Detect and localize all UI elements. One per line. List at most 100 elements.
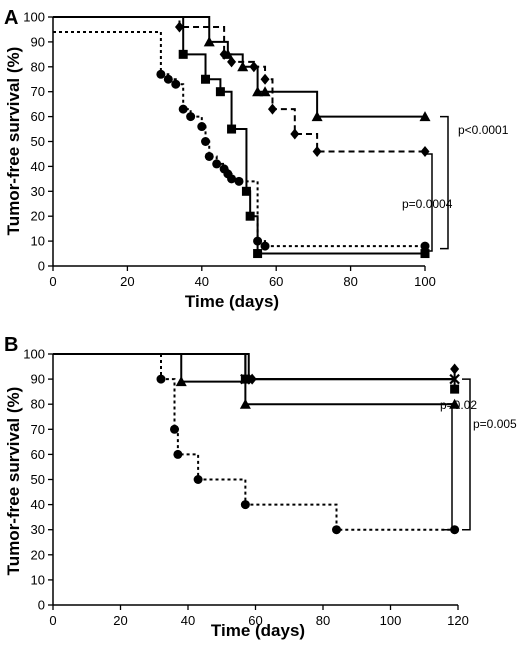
panel-b-series-cross-line: [53, 353, 455, 381]
panel-b-series-circle-point: [156, 374, 166, 384]
panel-b-label: B: [4, 334, 18, 356]
panel-b-x-tick-label: 80: [316, 613, 330, 628]
panel-a-series-diamond-point: [290, 128, 300, 140]
panel-a-x-tick-label: 100: [414, 274, 436, 289]
panel-a-y-tick-label: 10: [31, 234, 45, 249]
panel-b-series-triangle-line: [53, 353, 455, 406]
panel-a-series-circle-point: [420, 241, 430, 251]
panel-a-series-circle-point: [234, 176, 244, 186]
panel-b-bracket: [444, 403, 453, 531]
panel-b-x-title: Time (days): [211, 621, 305, 640]
panel-b-y-title: Tumor-free survival (%): [4, 387, 23, 576]
panel-a-series-triangle-point: [203, 36, 215, 47]
panel-a-series-triangle-point: [259, 86, 271, 97]
panel-b-x-tick-label: 0: [49, 613, 56, 628]
panel-a-y-title: Tumor-free survival (%): [4, 47, 23, 236]
panel-b-y-axis: 0 10 20 30 40 50 60 70 80 90 100: [23, 347, 54, 613]
panel-b-p-value: p=0.02: [440, 398, 477, 412]
panel-a-series-circle-line: [53, 30, 425, 248]
panel-a-series-diamond-point: [219, 48, 229, 60]
panel-a-y-tick-label: 80: [31, 59, 45, 74]
panel-a-series-circle-point: [197, 122, 207, 132]
panel-a-series-triangle-point: [237, 61, 249, 72]
panel-b-annotations: p=0.02 p=0.005: [440, 378, 517, 531]
panel-a-series: [53, 16, 431, 259]
panel-a-series-square-point: [253, 249, 263, 259]
panel-b-x-tick-label: 40: [181, 613, 195, 628]
panel-a-y-tick-label: 30: [31, 184, 45, 199]
panel-a-y-tick-label: 60: [31, 109, 45, 124]
panel-a-p-value: p=0.0004: [402, 197, 453, 211]
panel-b-series-circle-point: [240, 500, 250, 510]
panel-a-series-diamond-point: [227, 56, 237, 68]
panel-a-series-circle-point: [156, 69, 166, 79]
panel-b-series-triangle-point: [239, 398, 251, 409]
panel-b-x-tick-label: 100: [380, 613, 402, 628]
panel-a-series-diamond-point: [267, 103, 277, 115]
panel-b-bracket: [462, 378, 471, 531]
panel-b-y-tick-label: 0: [38, 598, 45, 613]
panel-b-series-square-point: [240, 374, 250, 384]
panel-a-x-tick-label: 0: [49, 274, 56, 289]
panel-a-series-circle-point: [212, 159, 222, 169]
panel-b-x-axis: 0 20 40 60 80 100 120: [49, 604, 469, 628]
panel-a-y-tick-label: 90: [31, 34, 45, 49]
panel-a-series-circle-point: [204, 151, 214, 161]
panel-a-series-diamond-point: [174, 21, 184, 33]
panel-a-series-square-point: [227, 124, 237, 134]
panel-b-x-tick-label: 20: [113, 613, 127, 628]
panel-a-series-diamond-point: [260, 73, 270, 85]
panel-b-y-tick-label: 40: [31, 497, 45, 512]
panel-b-series-triangle-point: [175, 376, 187, 387]
panel-a: A 0 10 20 30 40 50 60 70 80 90 100 0 20 40 60 80 100 p=…: [4, 7, 509, 311]
panel-a-series-circle-point: [201, 137, 211, 146]
panel-a-series-triangle-point: [252, 86, 264, 97]
panel-b-y-tick-label: 100: [23, 347, 45, 362]
panel-a-series-circle-point: [171, 79, 181, 89]
panel-a-y-axis: 0 10 20 30 40 50 60 70 80 90 100: [23, 10, 54, 274]
panel-b-y-tick-label: 50: [31, 472, 45, 487]
panel-b-series-circle-point: [173, 449, 183, 459]
panel-a-p-value: p<0.0001: [458, 123, 509, 137]
panel-a-y-tick-label: 0: [38, 259, 45, 274]
panel-b-series-diamond-point: [450, 363, 460, 375]
panel-b-series-circle-line: [53, 353, 455, 531]
panel-a-series-square-point: [201, 74, 211, 84]
panel-a-series-triangle-point: [419, 111, 431, 122]
panel-a-series-square-point: [420, 249, 430, 259]
panel-a-series-square-point: [245, 211, 255, 221]
panel-b-y-tick-label: 30: [31, 522, 45, 537]
panel-b-y-tick-label: 60: [31, 447, 45, 462]
panel-a-series-triangle-point: [311, 111, 323, 122]
panel-b-series-square-line: [53, 353, 456, 390]
panel-a-x-tick-label: 20: [120, 274, 134, 289]
panel-a-x-tick-label: 60: [269, 274, 283, 289]
panel-b-y-tick-label: 90: [31, 372, 45, 387]
panel-b-series-circle-point: [170, 424, 179, 434]
panel-a-series-diamond-point: [420, 145, 430, 157]
panel-a-x-axis: 0 20 40 60 80 100: [49, 265, 436, 289]
panel-b-x-tick-label: 120: [447, 613, 469, 628]
panel-a-bracket: [440, 115, 449, 250]
panel-b-y-tick-label: 70: [31, 422, 45, 437]
panel-b-series-square-point: [450, 384, 460, 394]
panel-a-bracket: [424, 153, 433, 252]
panel-b-series: [53, 353, 461, 535]
panel-b-x-tick-label: 60: [248, 613, 262, 628]
panel-a-annotations: p=0.0004 p<0.0001: [402, 115, 509, 252]
panel-b-y-tick-label: 10: [31, 572, 45, 587]
panel-a-y-tick-label: 70: [31, 84, 45, 99]
panel-a-series-diamond-line: [53, 16, 425, 153]
panel-a-series-circle-point: [186, 112, 196, 122]
panel-b-y-tick-label: 80: [31, 397, 45, 412]
panel-a-series-square-point: [215, 87, 225, 97]
panel-a-series-square-point: [241, 186, 251, 196]
panel-a-series-diamond-point: [312, 145, 322, 157]
panel-a-series-circle-point: [253, 236, 263, 246]
panel-b-series-circle-point: [193, 475, 203, 484]
panel-a-x-title: Time (days): [185, 292, 279, 311]
panel-a-x-tick-label: 40: [195, 274, 209, 289]
panel-a-series-circle-point: [163, 74, 173, 84]
panel-b-series-diamond-line: [53, 353, 456, 381]
